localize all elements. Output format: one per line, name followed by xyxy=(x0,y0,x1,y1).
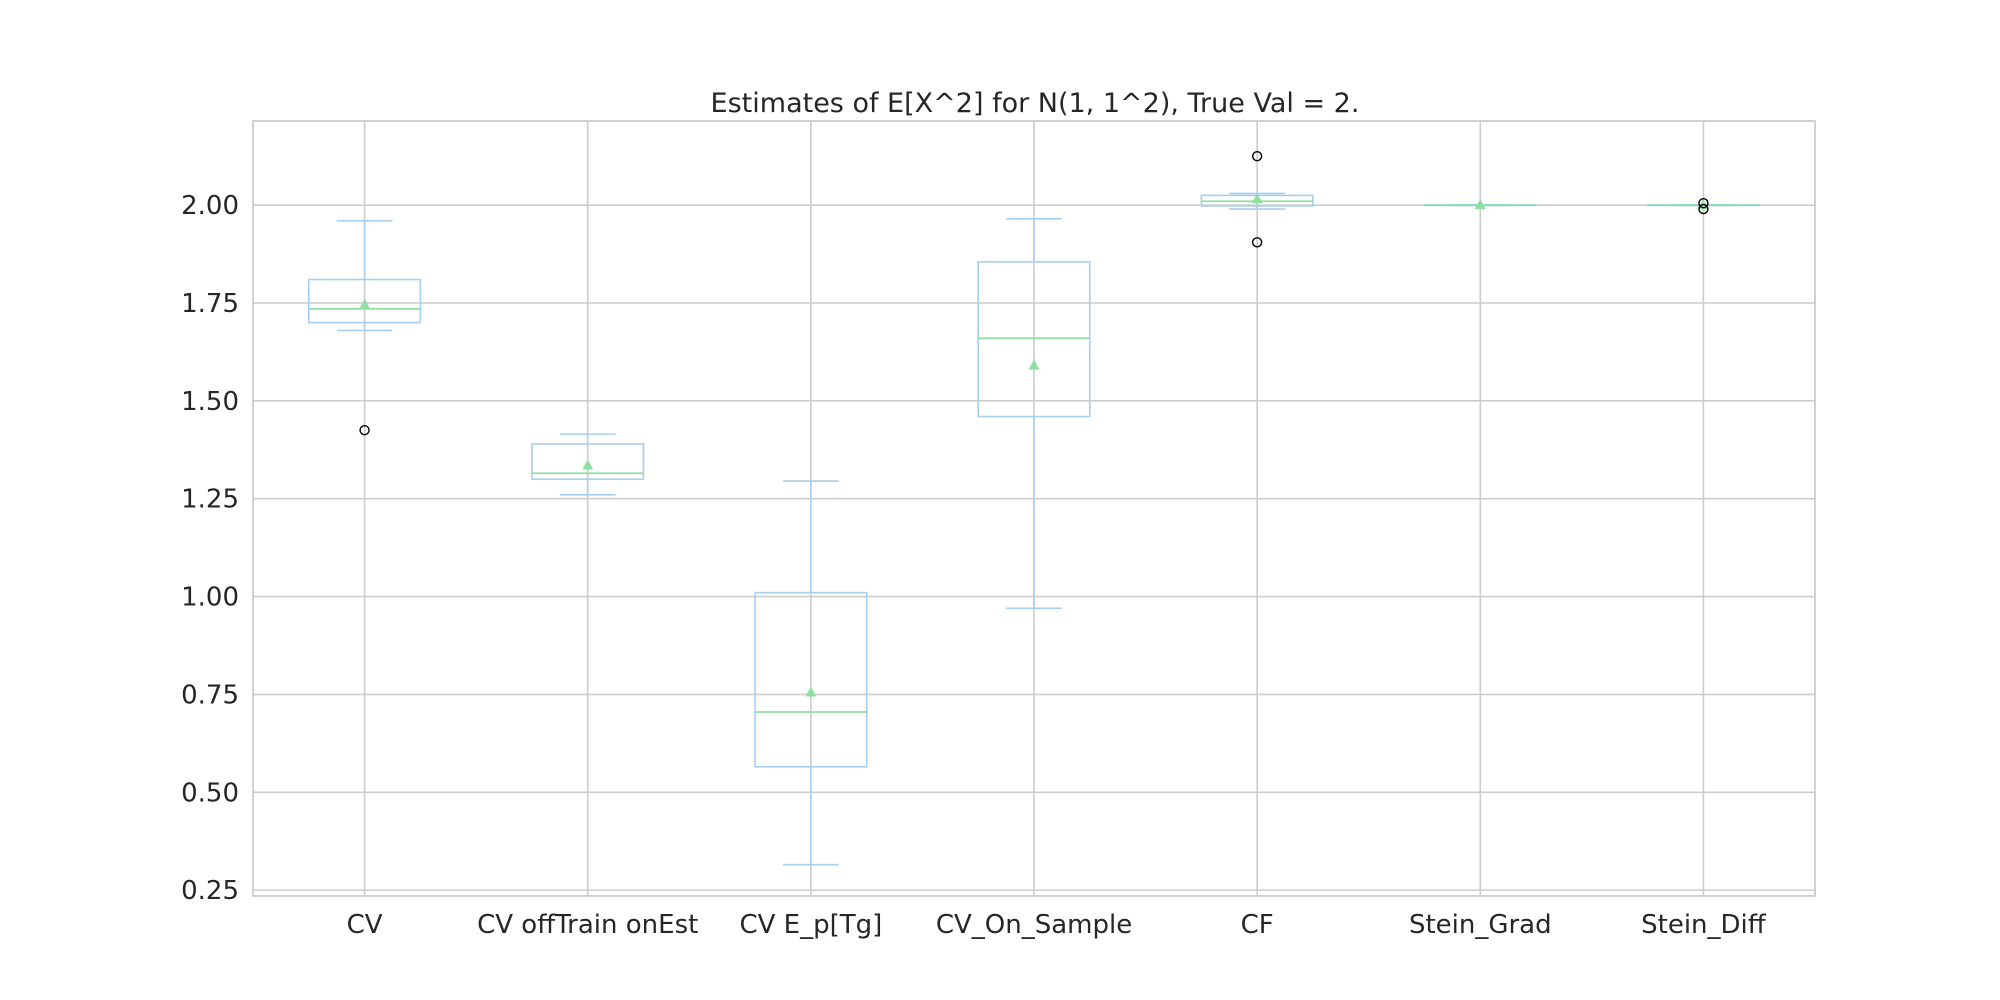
chart-title: Estimates of E[X^2] for N(1, 1^2), True … xyxy=(711,88,1360,119)
plot-frame xyxy=(252,120,1816,897)
box-group xyxy=(307,220,422,436)
iqr-box xyxy=(977,261,1091,418)
box-group xyxy=(754,480,868,866)
outlier-point xyxy=(1251,237,1263,248)
outlier-point xyxy=(1698,203,1709,215)
mean-marker xyxy=(1474,199,1486,210)
y-tick-label: 1.00 xyxy=(181,583,239,613)
y-tick-label: 1.25 xyxy=(181,485,239,515)
boxes-layer xyxy=(307,151,1761,866)
box-group xyxy=(1423,199,1537,210)
mean-marker xyxy=(1028,359,1040,370)
y-tick-label: 2.00 xyxy=(181,191,239,221)
outlier-point xyxy=(1251,151,1263,162)
x-tick-label: CV E_p[Tg] xyxy=(739,910,882,940)
x-tick-label: CV xyxy=(347,910,383,940)
y-tick-label: 0.75 xyxy=(181,680,239,710)
mean-marker xyxy=(1251,193,1263,204)
y-tick-label: 0.50 xyxy=(181,778,239,808)
mean-marker xyxy=(359,298,371,309)
y-tick-label: 1.75 xyxy=(181,289,239,319)
box-group xyxy=(1200,151,1314,248)
axes-layer: 0.25 0.50 0.75 1.00 1.25 1.50 1.75 2.00 CV CV off… xyxy=(181,120,1816,940)
outlier-point xyxy=(1698,197,1709,209)
iqr-box xyxy=(307,278,422,324)
x-tick-label: CV offTrain onEst xyxy=(477,910,698,940)
outlier-point xyxy=(359,425,370,436)
box-group xyxy=(531,433,645,496)
mean-marker xyxy=(582,459,594,470)
mean-marker xyxy=(805,686,817,697)
box-group xyxy=(1646,197,1761,215)
x-tick-label: CV_On_Sample xyxy=(936,910,1132,940)
y-tick-label: 0.25 xyxy=(181,876,239,906)
x-tick-label: Stein_Grad xyxy=(1409,910,1552,940)
x-tick-label: Stein_Diff xyxy=(1641,910,1767,940)
box-group xyxy=(977,218,1091,610)
iqr-box xyxy=(754,591,868,768)
x-tick-label: CF xyxy=(1241,910,1274,940)
iqr-box xyxy=(531,443,645,480)
y-tick-label: 1.50 xyxy=(181,387,239,417)
